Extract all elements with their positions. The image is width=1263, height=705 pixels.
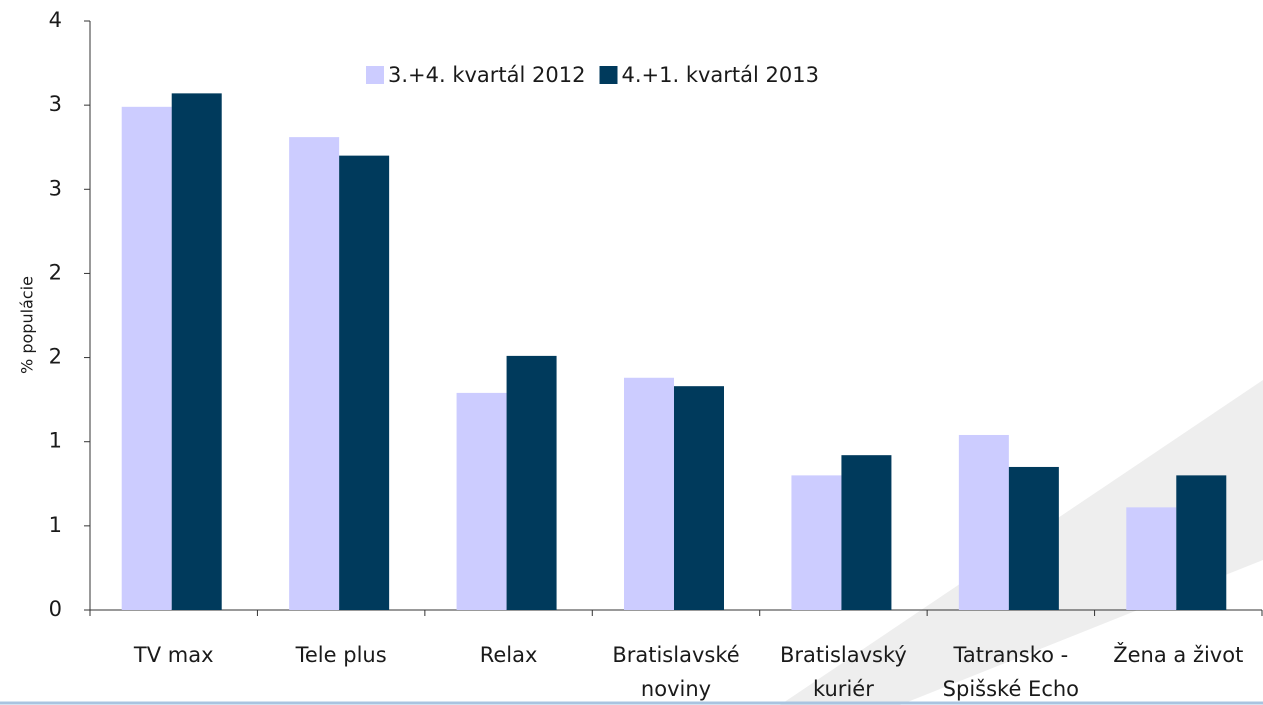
- bar: [958, 434, 1009, 610]
- bar: [841, 455, 892, 610]
- y-tick-label: 3: [49, 176, 62, 200]
- bar: [289, 137, 340, 611]
- bar: [674, 386, 724, 610]
- y-tick-label: 1: [49, 429, 62, 453]
- legend-label: 3.+4. kvartál 2012: [388, 63, 586, 87]
- y-tick-label: 1: [49, 513, 62, 537]
- bar: [456, 392, 507, 610]
- bar: [171, 93, 222, 610]
- bar: [121, 106, 172, 610]
- y-tick-label: 2: [49, 260, 62, 284]
- bar: [339, 155, 390, 610]
- bar: [1008, 466, 1059, 610]
- x-tick-label: Bratislavský kuriér: [780, 643, 907, 701]
- y-tick-label: 2: [49, 345, 62, 369]
- x-tick-label: Relax: [480, 643, 538, 667]
- y-tick-label: 4: [49, 8, 62, 32]
- x-tick-label: Tele plus: [295, 643, 387, 667]
- legend-swatch: [599, 66, 618, 84]
- bar: [791, 475, 842, 610]
- bar: [624, 377, 674, 610]
- y-tick-label: 3: [49, 92, 62, 116]
- legend-swatch: [366, 66, 384, 84]
- bar: [506, 355, 557, 610]
- y-tick-label: 0: [49, 597, 62, 621]
- bar: [1126, 507, 1177, 610]
- x-tick-label: Žena a život: [1113, 642, 1243, 667]
- x-tick-label: TV max: [133, 643, 214, 667]
- legend-label: 4.+1. kvartál 2013: [622, 63, 820, 87]
- x-tick-label: Tatransko -Spišské Echo: [943, 643, 1079, 701]
- bar: [1176, 475, 1227, 610]
- x-tick-label: Bratislavské noviny: [612, 643, 739, 701]
- y-axis-label: % populácie: [18, 276, 37, 374]
